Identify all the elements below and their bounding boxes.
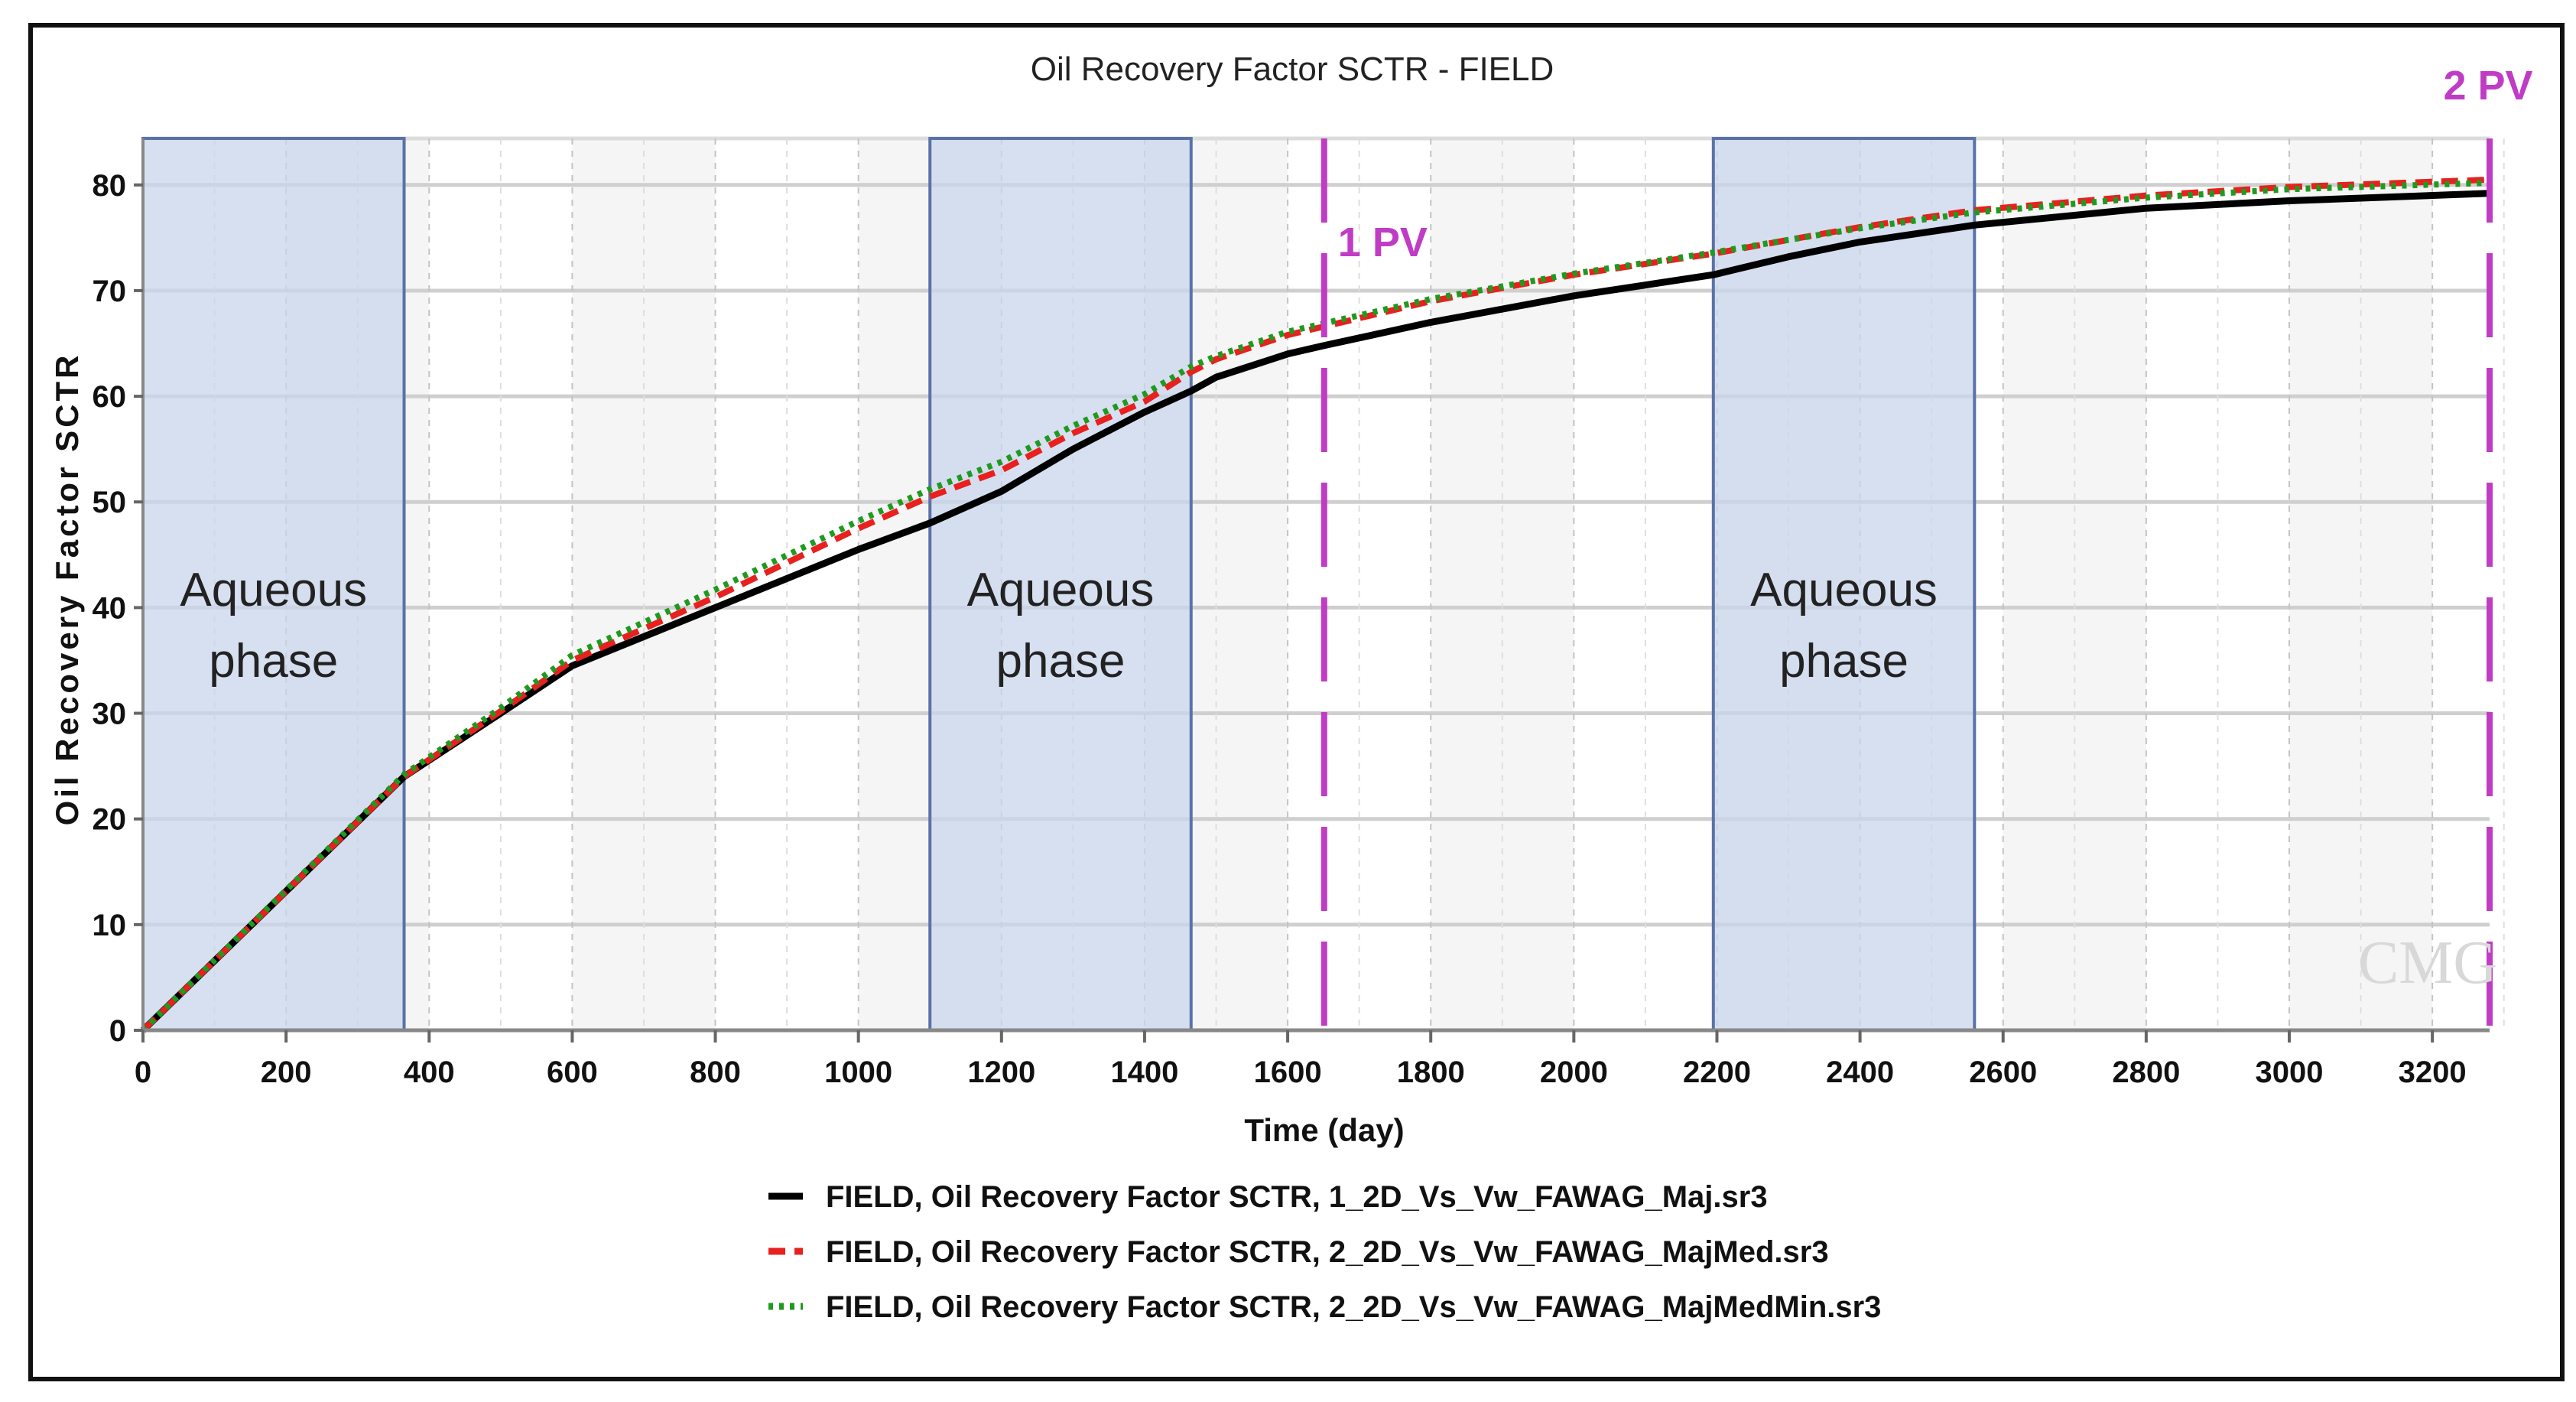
y-tick-label: 60 — [93, 380, 127, 414]
x-tick-label: 600 — [547, 1056, 598, 1089]
x-tick-label: 400 — [404, 1056, 455, 1089]
aqueous-phase-band — [928, 137, 1193, 1032]
y-tick-label: 0 — [109, 1014, 126, 1048]
pv-label: 1 PV — [1338, 220, 1428, 265]
y-tick-label: 20 — [93, 803, 127, 837]
aqueous-phase-band — [1711, 137, 1977, 1032]
y-tick-label: 50 — [93, 486, 127, 519]
chart-title: Oil Recovery Factor SCTR - FIELD — [1031, 50, 1554, 88]
pv-label: 2 PV — [2443, 63, 2532, 109]
x-tick-label: 1200 — [967, 1056, 1035, 1089]
y-tick-label: 30 — [93, 698, 127, 731]
band-label: Aqueous — [967, 564, 1155, 616]
watermark-logo: CMG — [2358, 929, 2497, 997]
aqueous-phase-band — [141, 137, 406, 1032]
x-tick-label: 1800 — [1397, 1056, 1465, 1089]
x-tick-label: 1400 — [1110, 1056, 1178, 1089]
y-tick-label: 80 — [93, 169, 127, 203]
band-label: phase — [996, 635, 1126, 688]
series-line-3 — [141, 180, 2490, 1033]
band-label: Aqueous — [1750, 564, 1938, 616]
x-tick-label: 0 — [135, 1056, 151, 1089]
x-axis-label: Time (day) — [1244, 1112, 1404, 1148]
x-tick-label: 3200 — [2399, 1056, 2467, 1089]
y-axis-label: Oil Recovery Factor SCTR — [49, 353, 85, 826]
x-tick-label: 2400 — [1826, 1056, 1894, 1089]
band-label: Aqueous — [180, 564, 367, 616]
x-tick-label: 2800 — [2112, 1056, 2180, 1089]
x-tick-label: 1600 — [1254, 1056, 1322, 1089]
x-tick-label: 2600 — [1969, 1056, 2037, 1089]
y-tick-label: 40 — [93, 591, 127, 625]
x-tick-label: 2200 — [1683, 1056, 1751, 1089]
y-tick-label: 10 — [93, 909, 127, 942]
band-label: phase — [209, 635, 338, 688]
legend-label-3: FIELD, Oil Recovery Factor SCTR, 2_2D_Vs… — [826, 1290, 1881, 1324]
x-tick-label: 3000 — [2256, 1056, 2324, 1089]
x-tick-label: 800 — [690, 1056, 741, 1089]
legend-label-1: FIELD, Oil Recovery Factor SCTR, 1_2D_Vs… — [826, 1180, 1768, 1214]
series-line-2 — [141, 176, 2490, 1033]
x-tick-label: 1000 — [824, 1056, 892, 1089]
x-tick-label: 2000 — [1540, 1056, 1608, 1089]
y-tick-label: 70 — [93, 275, 127, 308]
legend: FIELD, Oil Recovery Factor SCTR, 1_2D_Vs… — [768, 1180, 1881, 1324]
legend-label-2: FIELD, Oil Recovery Factor SCTR, 2_2D_Vs… — [826, 1235, 1829, 1269]
x-tick-label: 200 — [261, 1056, 312, 1089]
band-label: phase — [1779, 635, 1908, 688]
series-line-1 — [140, 190, 2490, 1033]
